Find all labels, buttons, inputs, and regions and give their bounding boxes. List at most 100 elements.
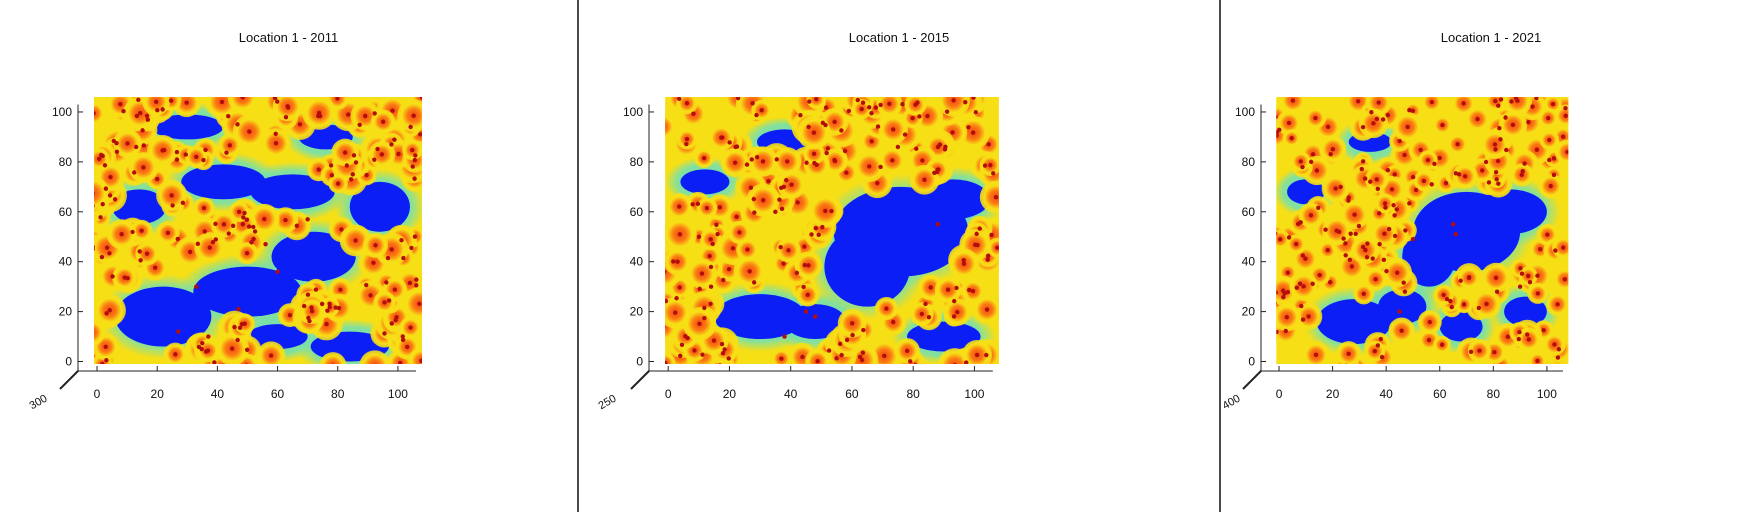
tree-top-marker xyxy=(1483,159,1489,165)
y-tick-label: 0 xyxy=(1248,355,1255,369)
tree-top-marker xyxy=(982,163,988,168)
tree-top-marker xyxy=(1284,315,1289,320)
tree-top-marker xyxy=(860,100,866,105)
tree-top-marker xyxy=(180,200,186,205)
tree-top-marker xyxy=(268,353,274,358)
tree-top-marker xyxy=(174,157,180,162)
tree-top-marker xyxy=(1364,254,1370,260)
tree-top-marker xyxy=(1426,337,1432,343)
tree-top-marker xyxy=(138,258,143,263)
tree-top-marker xyxy=(781,261,786,266)
tree-top-marker xyxy=(119,232,124,237)
tree-top-marker xyxy=(275,269,280,274)
tree-top-marker xyxy=(1363,247,1368,253)
tree-top-marker xyxy=(717,205,723,210)
tree-top-marker xyxy=(213,221,218,227)
tree-top-marker xyxy=(890,158,895,163)
tree-top-marker xyxy=(1313,115,1318,121)
tree-top-marker xyxy=(884,306,889,311)
tree-top-marker xyxy=(913,102,918,107)
tree-top-marker xyxy=(206,334,211,339)
tree-top-marker xyxy=(869,139,874,144)
plot-title: Location 1 - 2015 xyxy=(848,30,950,45)
tree-top-marker xyxy=(240,221,246,227)
tree-top-marker xyxy=(1300,164,1305,170)
tree-top-marker xyxy=(697,321,702,327)
tree-top-marker xyxy=(1345,363,1348,365)
tree-top-marker xyxy=(94,332,95,333)
tree-top-marker xyxy=(1527,280,1533,285)
tree-top-marker xyxy=(212,360,217,365)
tree-top-marker xyxy=(1376,211,1382,216)
tree-top-marker xyxy=(1384,268,1389,274)
tree-top-marker xyxy=(307,318,312,324)
tree-top-marker xyxy=(275,99,280,104)
tree-top-marker xyxy=(784,178,789,183)
tree-top-marker xyxy=(794,270,800,276)
tree-top-marker xyxy=(382,300,387,305)
tree-top-marker xyxy=(734,214,739,220)
tree-top-marker xyxy=(850,321,855,326)
canopy-gap xyxy=(1378,289,1427,325)
tree-top-marker xyxy=(94,244,95,249)
tree-top-marker xyxy=(313,287,319,292)
tree-top-marker xyxy=(733,144,738,150)
tree-top-marker xyxy=(726,356,731,361)
tree-top-marker xyxy=(262,216,267,222)
tree-top-marker xyxy=(665,360,668,365)
tree-top-marker xyxy=(839,128,844,133)
tree-top-marker xyxy=(966,125,971,130)
tree-top-marker xyxy=(1353,231,1358,237)
tree-top-marker xyxy=(704,205,710,211)
tree-top-marker xyxy=(1306,314,1311,319)
tree-top-marker xyxy=(1526,273,1531,279)
tree-top-marker xyxy=(967,287,972,293)
x-tick-label: 80 xyxy=(907,387,921,401)
tree-top-marker xyxy=(1493,275,1499,281)
x-tick-label: 20 xyxy=(151,387,165,401)
tree-top-marker xyxy=(1496,103,1501,108)
tree-top-marker xyxy=(900,101,905,107)
tree-top-marker xyxy=(702,316,707,321)
tree-top-marker xyxy=(246,224,252,229)
tree-top-marker xyxy=(735,96,741,101)
tree-top-marker xyxy=(1498,137,1503,142)
tree-top-marker xyxy=(104,358,109,363)
tree-top-marker xyxy=(673,310,678,315)
tree-crown xyxy=(94,319,106,346)
tree-top-marker xyxy=(749,157,754,162)
tree-top-marker xyxy=(708,301,713,307)
tree-top-marker xyxy=(1421,178,1427,184)
tree-top-marker xyxy=(1493,147,1498,152)
tree-top-marker xyxy=(1547,157,1552,163)
tree-top-marker xyxy=(1429,182,1434,187)
canopy-gap xyxy=(824,226,911,307)
tree-top-marker xyxy=(1555,302,1560,307)
y-tick-label: 60 xyxy=(59,205,73,219)
tree-top-marker xyxy=(964,360,969,365)
tree-top-marker xyxy=(1363,176,1368,181)
tree-top-marker xyxy=(719,341,725,347)
tree-crown xyxy=(805,348,831,365)
tree-top-marker xyxy=(684,141,689,147)
tree-top-marker xyxy=(1432,161,1437,166)
tree-top-marker xyxy=(114,149,120,154)
tree-top-marker xyxy=(811,151,817,157)
tree-top-marker xyxy=(745,247,750,252)
tree-top-marker xyxy=(344,163,350,168)
tree-top-marker xyxy=(237,325,243,331)
tree-top-marker xyxy=(1494,289,1500,294)
tree-top-marker xyxy=(338,287,343,292)
tree-top-marker xyxy=(1462,174,1468,179)
tree-top-marker xyxy=(103,344,108,349)
tree-top-marker xyxy=(226,231,231,236)
tree-top-marker xyxy=(1402,152,1407,158)
x-tick-label: 0 xyxy=(665,387,672,401)
tree-top-marker xyxy=(985,257,990,262)
tree-top-marker xyxy=(195,241,201,247)
tree-crown xyxy=(94,101,106,126)
tree-top-marker xyxy=(107,193,113,198)
tree-top-marker xyxy=(99,254,105,260)
tree-top-marker xyxy=(1517,284,1523,289)
tree-top-marker xyxy=(1498,97,1504,102)
